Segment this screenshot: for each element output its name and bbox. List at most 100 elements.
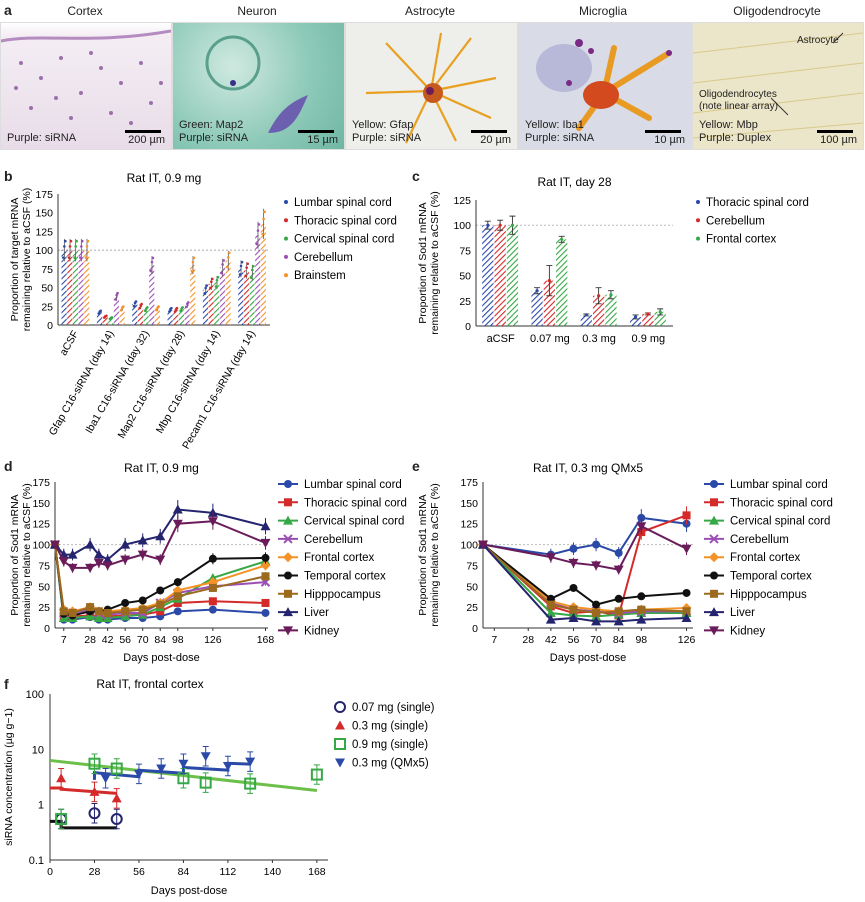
bar bbox=[137, 306, 144, 325]
x-tick-label: 112 bbox=[220, 866, 237, 878]
astrocyte-drawing bbox=[365, 32, 497, 144]
bar bbox=[184, 304, 190, 325]
data-point bbox=[221, 263, 224, 266]
bar bbox=[556, 239, 568, 326]
bar bbox=[102, 316, 108, 325]
bar bbox=[214, 282, 220, 325]
legend-marker bbox=[696, 200, 700, 204]
y-tick-label: 25 bbox=[459, 296, 471, 308]
legend-label: Temporal cortex bbox=[730, 571, 812, 583]
y-axis-label: Proportion of Sod1 mRNA bbox=[9, 494, 21, 615]
legend-label: Liver bbox=[730, 607, 755, 619]
data-point bbox=[144, 309, 147, 313]
error-bar bbox=[113, 758, 120, 779]
y-tick-label: 125 bbox=[32, 519, 50, 531]
y-tick-label: 10 bbox=[32, 744, 44, 756]
data-point bbox=[156, 607, 165, 616]
data-point bbox=[256, 229, 260, 232]
legend-label: Hipppocampus bbox=[730, 589, 807, 601]
data-point bbox=[636, 614, 647, 624]
x-tick-label: 98 bbox=[635, 634, 647, 646]
x-tick-label: aCSF bbox=[57, 329, 81, 358]
bar bbox=[108, 318, 114, 325]
data-point bbox=[85, 245, 89, 248]
data-point bbox=[102, 612, 113, 622]
legend-marker bbox=[284, 571, 292, 580]
bar bbox=[132, 304, 138, 325]
legend-marker bbox=[710, 571, 718, 580]
bar bbox=[178, 309, 184, 325]
legend-label: Frontal cortex bbox=[304, 552, 375, 564]
y-tick-label: 175 bbox=[35, 189, 53, 201]
data-point bbox=[613, 565, 624, 575]
x-tick-label: 70 bbox=[590, 634, 602, 646]
data-point bbox=[568, 558, 579, 568]
data-point bbox=[89, 786, 100, 796]
legend-marker bbox=[696, 236, 700, 241]
x-tick-label: 28 bbox=[522, 634, 534, 646]
y-tick-label: 0 bbox=[44, 623, 50, 635]
data-point bbox=[68, 245, 72, 248]
data-point bbox=[181, 306, 184, 309]
legend-marker bbox=[284, 236, 288, 241]
data-point bbox=[545, 614, 556, 624]
y-tick-label: 100 bbox=[460, 540, 478, 552]
legend-marker bbox=[709, 534, 719, 544]
data-point bbox=[150, 260, 154, 264]
data-point bbox=[157, 305, 160, 308]
data-point bbox=[168, 310, 171, 313]
bar bbox=[190, 265, 196, 325]
data-point bbox=[310, 768, 323, 781]
bar bbox=[243, 270, 250, 325]
bar bbox=[543, 280, 556, 326]
data-point bbox=[244, 777, 257, 790]
x-tick-label: 98 bbox=[172, 634, 184, 646]
y-tick-label: 25 bbox=[38, 602, 50, 614]
image-caption: Yellow: Gfap Purple: siRNA bbox=[352, 119, 422, 144]
x-tick-label: 7 bbox=[61, 634, 67, 646]
data-point bbox=[156, 586, 165, 595]
x-tick-label: 0.3 mg bbox=[582, 333, 616, 345]
y-axis-label: remaining relative to aCSF (%) bbox=[429, 483, 441, 627]
data-point bbox=[261, 232, 264, 236]
data-point bbox=[81, 239, 84, 243]
data-point bbox=[138, 605, 147, 614]
data-point bbox=[257, 223, 261, 226]
legend-marker bbox=[284, 254, 288, 259]
legend-marker bbox=[709, 552, 719, 563]
y-tick-label: 100 bbox=[32, 540, 50, 552]
scale-bar-label: 15 µm bbox=[307, 134, 338, 146]
micrograph-oligodendrocyte: Astrocyte Oligodendrocytes (note linear a… bbox=[692, 22, 864, 150]
bar bbox=[605, 294, 617, 326]
y-tick-label: 0 bbox=[472, 623, 478, 635]
bar bbox=[149, 265, 155, 325]
data-point bbox=[105, 314, 108, 318]
scale-bar bbox=[125, 130, 161, 133]
bar bbox=[72, 250, 78, 325]
data-point bbox=[591, 616, 602, 626]
x-tick-label: 0 bbox=[47, 866, 53, 878]
legend-label: Cervical spinal cord bbox=[304, 516, 404, 528]
data-point bbox=[252, 265, 255, 268]
legend-marker bbox=[710, 589, 718, 598]
y-tick-label: 50 bbox=[466, 581, 478, 593]
y-tick-label: 100 bbox=[453, 220, 471, 232]
data-point bbox=[682, 588, 691, 597]
data-point bbox=[85, 539, 96, 549]
data-point bbox=[175, 306, 179, 310]
scale-bar bbox=[298, 130, 334, 133]
data-point bbox=[569, 544, 578, 553]
data-point bbox=[545, 607, 556, 617]
x-tick-label: Map2 C16-siRNA (day 28) bbox=[116, 329, 188, 441]
legend-marker bbox=[283, 626, 293, 636]
y-tick-label: 75 bbox=[41, 264, 53, 276]
y-tick-label: 100 bbox=[35, 245, 53, 257]
panel-letter-b: b bbox=[4, 168, 13, 184]
data-point bbox=[547, 279, 551, 283]
chart-title: Rat IT, 0.9 mg bbox=[124, 461, 199, 475]
x-tick-label: 56 bbox=[119, 634, 131, 646]
data-point bbox=[187, 301, 190, 304]
data-point bbox=[560, 237, 564, 241]
x-tick-label: 84 bbox=[178, 866, 190, 878]
image-title-oligodendrocyte: Oligodendrocyte bbox=[733, 4, 821, 18]
